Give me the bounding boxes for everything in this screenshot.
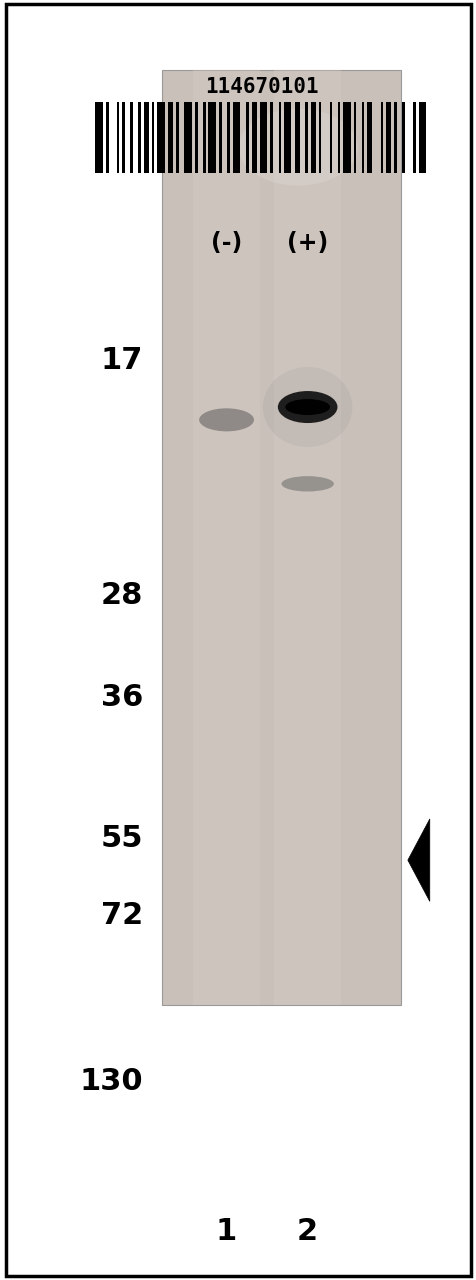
Bar — [203, 102, 205, 173]
Bar — [138, 102, 141, 173]
Bar — [394, 102, 396, 173]
Bar — [95, 102, 103, 173]
Text: 55: 55 — [100, 824, 143, 852]
Bar — [402, 102, 404, 173]
Bar — [251, 102, 256, 173]
Ellipse shape — [238, 109, 357, 186]
Bar — [283, 102, 291, 173]
Bar — [353, 102, 356, 173]
Bar — [232, 102, 239, 173]
Bar — [130, 102, 133, 173]
Text: 36: 36 — [100, 684, 143, 712]
Text: 17: 17 — [100, 347, 143, 375]
Bar — [278, 102, 280, 173]
Bar — [274, 70, 340, 1005]
Bar — [157, 102, 164, 173]
Bar — [144, 102, 149, 173]
Ellipse shape — [285, 399, 329, 415]
Ellipse shape — [277, 390, 337, 422]
Bar — [219, 102, 221, 173]
Bar — [162, 70, 400, 1005]
Text: 28: 28 — [100, 581, 143, 609]
Bar — [310, 102, 315, 173]
Bar — [342, 102, 350, 173]
Ellipse shape — [198, 408, 253, 431]
Text: 114670101: 114670101 — [205, 77, 318, 97]
Ellipse shape — [262, 367, 352, 447]
Bar — [208, 102, 216, 173]
Bar — [318, 102, 321, 173]
Text: 1: 1 — [216, 1217, 237, 1245]
Ellipse shape — [281, 476, 333, 492]
Bar — [417, 102, 425, 173]
Bar — [195, 102, 197, 173]
Bar — [259, 102, 267, 173]
Bar — [227, 102, 229, 173]
Bar — [184, 102, 191, 173]
Text: 72: 72 — [100, 901, 143, 929]
Text: (+): (+) — [287, 232, 327, 255]
Bar — [106, 102, 109, 173]
Bar — [193, 70, 259, 1005]
Bar — [380, 102, 383, 173]
Text: 2: 2 — [297, 1217, 317, 1245]
Bar — [337, 102, 339, 173]
Bar — [117, 102, 119, 173]
Bar — [270, 102, 272, 173]
Bar — [176, 102, 178, 173]
Bar — [294, 102, 299, 173]
Bar — [386, 102, 390, 173]
Bar — [122, 102, 125, 173]
Text: 130: 130 — [79, 1068, 143, 1096]
Text: (-): (-) — [210, 232, 242, 255]
Bar — [367, 102, 372, 173]
Polygon shape — [407, 819, 429, 901]
Bar — [329, 102, 331, 173]
Bar — [412, 102, 415, 173]
Bar — [305, 102, 307, 173]
Bar — [246, 102, 248, 173]
Bar — [168, 102, 173, 173]
Bar — [361, 102, 364, 173]
Bar — [152, 102, 154, 173]
